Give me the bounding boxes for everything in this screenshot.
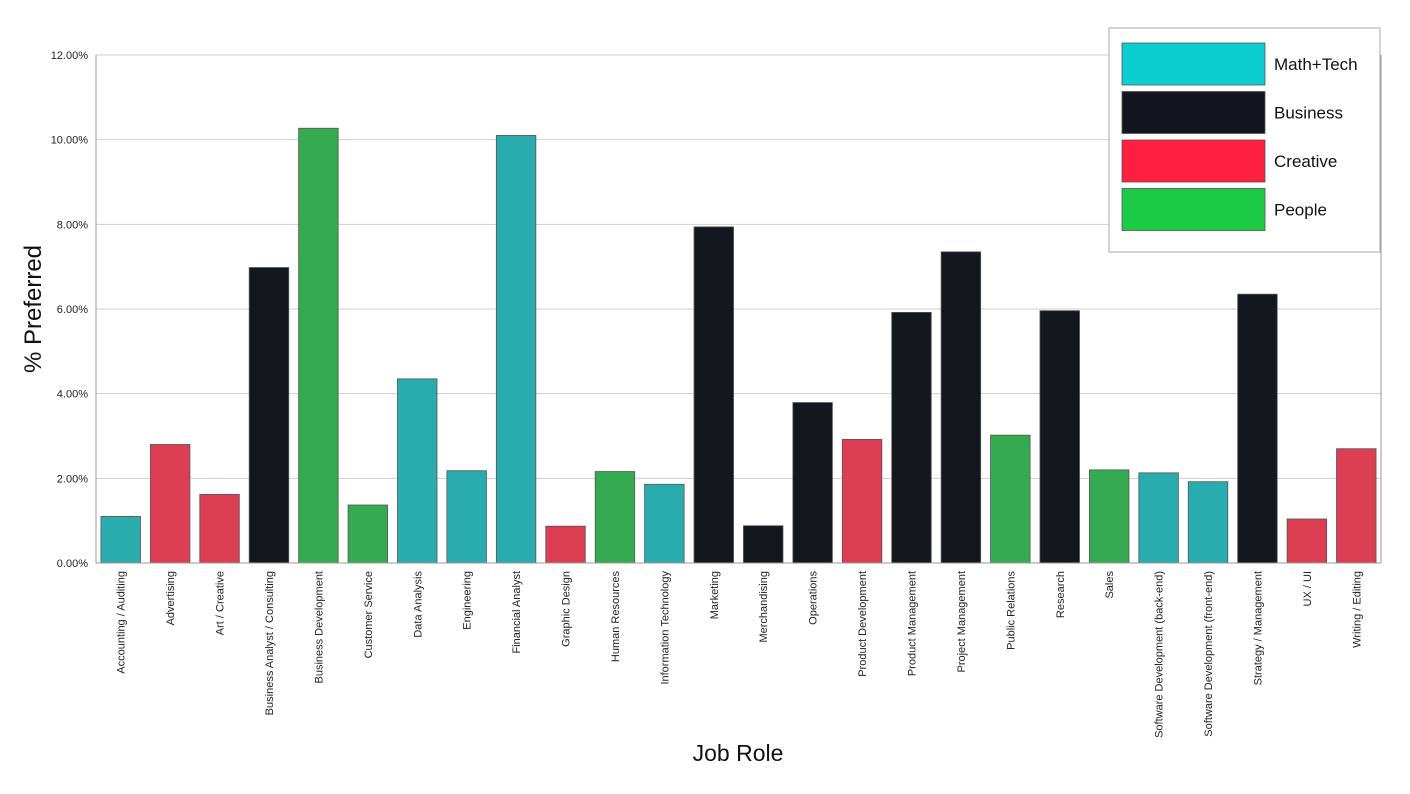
bar: [1039, 310, 1080, 564]
bar: [644, 483, 685, 564]
bar: [100, 516, 141, 564]
legend-swatch: [1121, 139, 1266, 183]
x-tick-label: Software Development (back-end): [1154, 571, 1166, 738]
y-tick-label: 8.00%: [57, 219, 88, 231]
bar: [495, 135, 537, 564]
legend: Math+Tech Business Creative People: [1108, 27, 1381, 253]
x-tick-label: Public Relations: [1005, 571, 1017, 650]
y-tick-label: 4.00%: [57, 389, 88, 401]
y-axis-title: % Preferred: [20, 245, 47, 373]
x-tick-label: Research: [1055, 571, 1067, 618]
x-tick-label: Sales: [1104, 571, 1116, 599]
bar: [149, 444, 191, 564]
x-tick-label: Advertising: [165, 571, 177, 625]
x-axis-ticks: Accounting / Auditing Advertising Art / Cr…: [116, 571, 1364, 738]
y-tick-label: 12.00%: [51, 50, 89, 62]
x-tick-label: Marketing: [709, 571, 721, 619]
bar: [446, 470, 487, 564]
x-tick-label: Business Development: [313, 571, 325, 684]
x-tick-label: Writing / Editing: [1351, 571, 1363, 648]
bar: [248, 267, 290, 564]
legend-label: People: [1274, 201, 1327, 220]
bar: [397, 378, 438, 564]
x-tick-label: Software Development (front-end): [1203, 571, 1215, 737]
bar: [1138, 472, 1179, 564]
y-tick-label: 6.00%: [57, 304, 88, 316]
legend-label: Business: [1274, 104, 1343, 123]
x-tick-label: Data Analysis: [412, 571, 424, 638]
y-tick-label: 10.00%: [51, 135, 89, 147]
legend-label: Creative: [1274, 152, 1337, 171]
bar: [940, 251, 982, 564]
y-tick-label: 2.00%: [57, 473, 88, 485]
x-tick-label: Product Management: [906, 571, 918, 676]
x-tick-label: Art / Creative: [215, 571, 227, 635]
bar: [1336, 448, 1377, 564]
y-tick-label: 0.00%: [57, 558, 88, 570]
bar: [743, 525, 784, 564]
x-tick-label: Business Analyst / Consulting: [264, 571, 276, 715]
x-tick-label: Human Resources: [610, 571, 622, 663]
bar: [594, 471, 636, 564]
legend-label: Math+Tech: [1274, 55, 1358, 74]
bar: [990, 434, 1031, 564]
x-tick-label: UX / UI: [1302, 571, 1314, 606]
bar: [792, 402, 833, 564]
bar: [891, 311, 932, 564]
x-tick-label: Project Management: [956, 571, 968, 673]
bar: [841, 438, 883, 564]
x-tick-label: Customer Service: [363, 571, 375, 658]
x-axis-title: Job Role: [693, 740, 784, 766]
bar: [693, 226, 734, 564]
x-tick-label: Engineering: [462, 571, 474, 630]
legend-swatch: [1121, 188, 1266, 231]
bar: [1286, 518, 1328, 564]
x-tick-label: Product Development: [857, 571, 869, 677]
x-tick-label: Accounting / Auditing: [116, 571, 128, 674]
x-tick-label: Strategy / Management: [1252, 571, 1264, 685]
x-tick-label: Graphic Design: [561, 571, 573, 647]
y-axis-ticks: 0.00% 2.00% 4.00% 6.00% 8.00% 10.00% 12.00%: [51, 50, 89, 570]
bar: [199, 494, 240, 564]
x-tick-label: Information Technology: [659, 571, 671, 685]
bar: [298, 127, 339, 564]
legend-swatch: [1121, 91, 1266, 134]
x-tick-label: Merchandising: [758, 571, 770, 643]
bar: [1187, 481, 1229, 564]
x-tick-label: Financial Analyst: [511, 571, 523, 654]
bars: [100, 127, 1377, 564]
bar: [1237, 293, 1278, 564]
x-tick-label: Operations: [808, 571, 820, 625]
bar: [1089, 469, 1130, 564]
bar: [545, 525, 586, 564]
legend-swatch: [1121, 42, 1266, 86]
bar: [347, 504, 388, 564]
